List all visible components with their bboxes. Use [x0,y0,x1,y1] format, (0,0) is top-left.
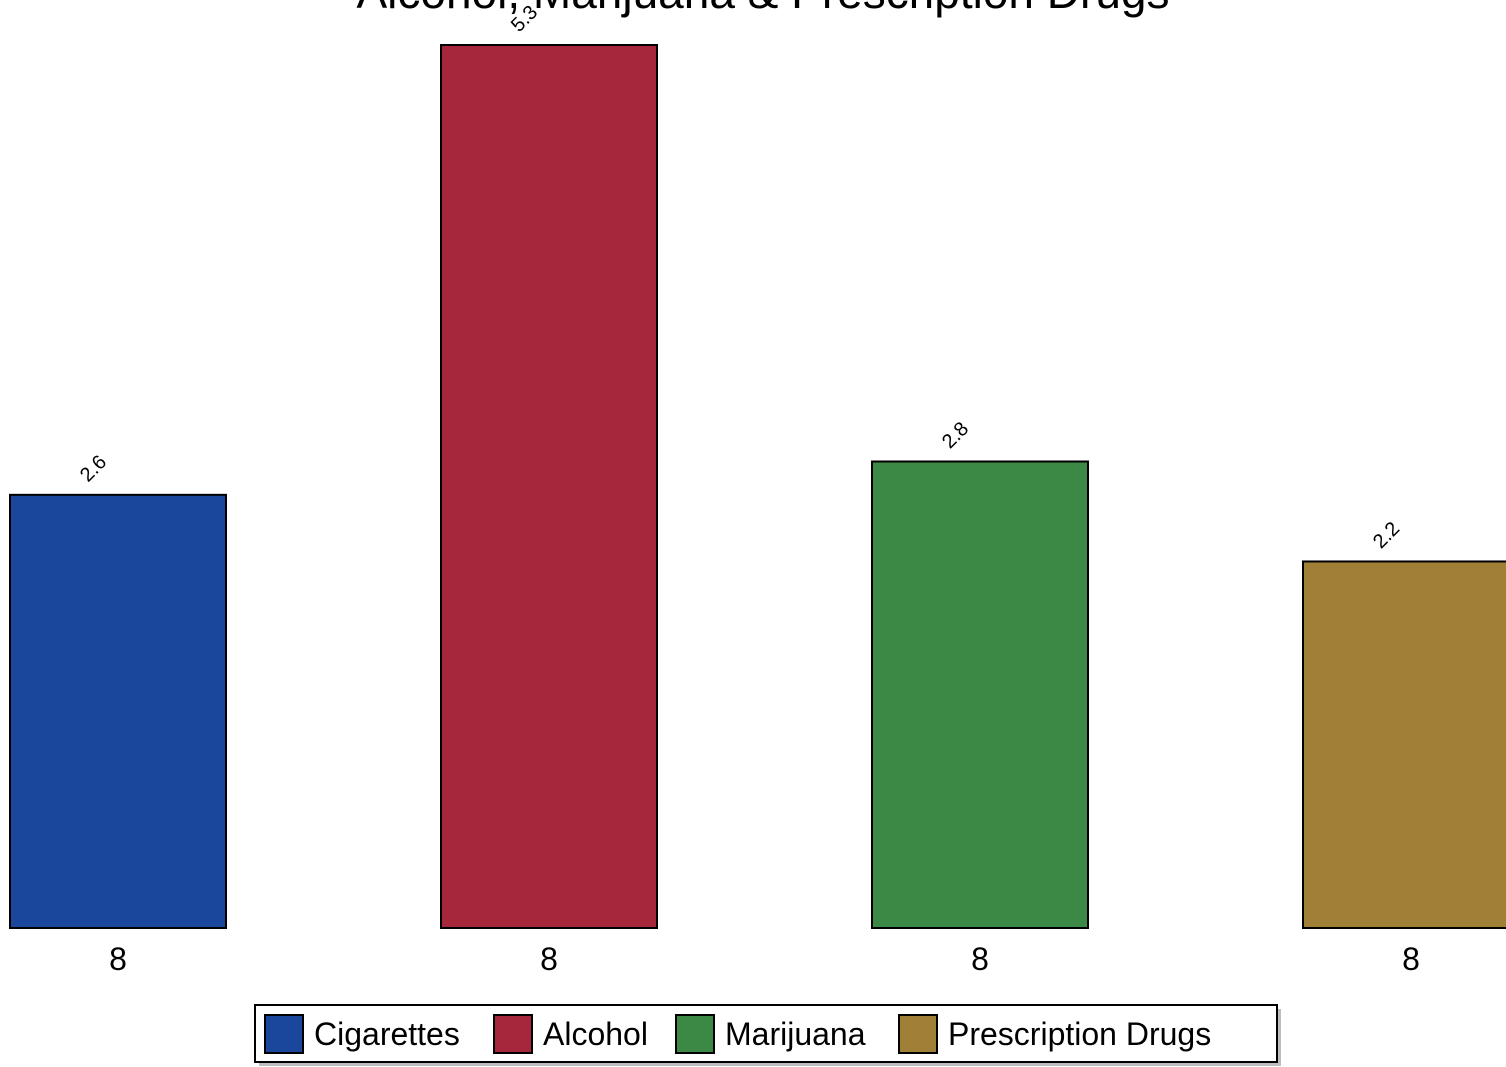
legend: Cigarettes Alcohol Marijuana Prescription D… [254,1004,1281,1066]
x-tick-label: 8 [540,941,558,977]
x-tick-labels-group: 8 8 8 8 [109,941,1420,977]
bar-prescription-drugs [1302,560,1506,929]
data-label-marijuana: 2.8 [938,418,973,453]
bar-marijuana [871,460,1089,929]
legend-label-prescription-drugs: Prescription Drugs [948,1016,1211,1052]
x-tick-label: 8 [971,941,989,977]
legend-swatch-marijuana [675,1014,715,1054]
legend-swatch-prescription-drugs [898,1014,938,1054]
data-label-prescription-drugs: 2.2 [1369,518,1404,553]
legend-box [254,1004,1278,1063]
data-label-cigarettes: 2.6 [76,451,111,486]
legend-swatch-alcohol [493,1014,533,1054]
bar-alcohol [440,44,658,929]
x-tick-label: 8 [109,941,127,977]
bar-cigarettes [9,493,227,929]
chart-title: Alcohol, Marijuana & Prescription Drugs [356,0,1169,18]
legend-label-marijuana: Marijuana [725,1016,866,1052]
legend-swatch-cigarettes [264,1014,304,1054]
x-tick-label: 8 [1402,941,1420,977]
legend-label-alcohol: Alcohol [543,1016,648,1052]
legend-label-cigarettes: Cigarettes [314,1016,460,1052]
data-labels-group: 2.65.32.82.2 [76,1,1404,553]
bars-group [9,44,1506,929]
